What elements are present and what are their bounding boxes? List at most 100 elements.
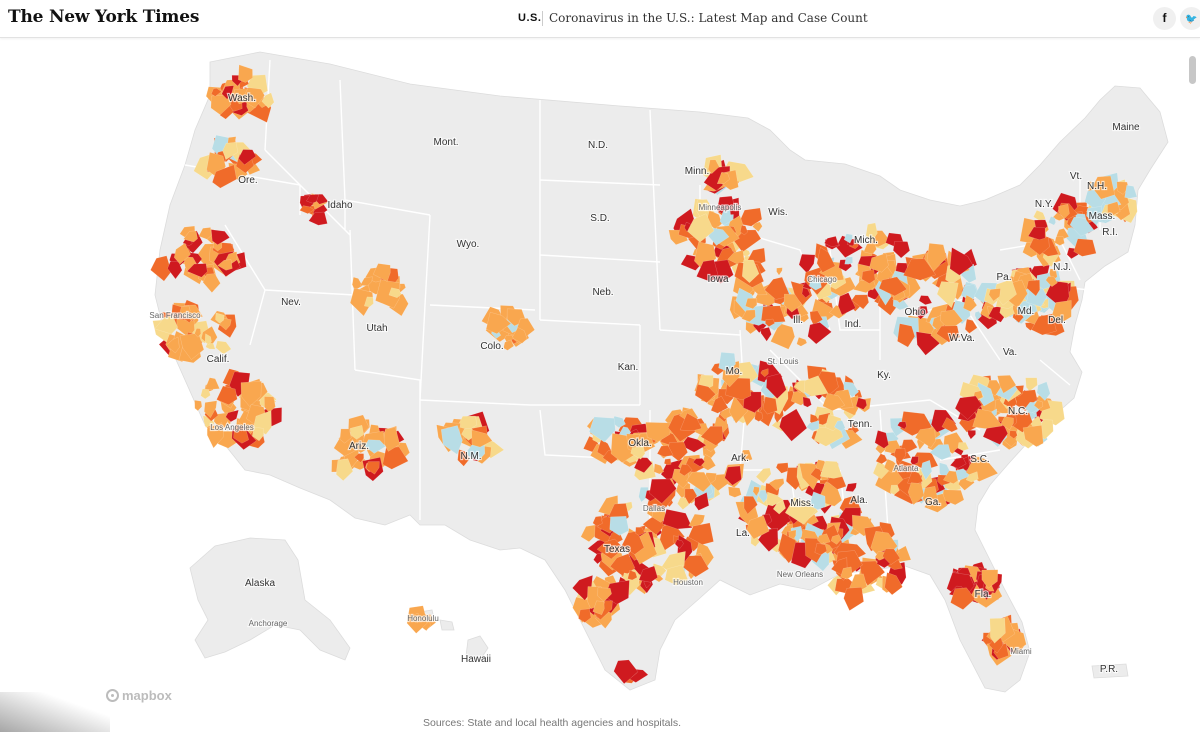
county-patch[interactable] bbox=[238, 64, 253, 83]
county-patch[interactable] bbox=[1124, 184, 1138, 199]
county-patch[interactable] bbox=[807, 322, 832, 345]
county-patch[interactable] bbox=[694, 384, 716, 404]
county-patch[interactable] bbox=[754, 410, 764, 422]
county-patch[interactable] bbox=[929, 444, 952, 461]
county-patch[interactable] bbox=[339, 428, 352, 444]
county-patch[interactable] bbox=[746, 515, 770, 540]
county-patch[interactable] bbox=[688, 522, 714, 545]
county-patch[interactable] bbox=[364, 439, 386, 454]
county-patch[interactable] bbox=[1033, 400, 1044, 410]
county-patch[interactable] bbox=[949, 457, 967, 469]
county-patch[interactable] bbox=[949, 247, 974, 276]
county-patch[interactable] bbox=[1073, 238, 1097, 257]
county-patch[interactable] bbox=[167, 261, 183, 280]
county-patch[interactable] bbox=[989, 617, 1006, 644]
county-patch[interactable] bbox=[1022, 424, 1044, 447]
scrollbar-thumb[interactable] bbox=[1189, 56, 1196, 84]
county-patch[interactable] bbox=[150, 255, 172, 282]
county-patch[interactable] bbox=[834, 420, 846, 432]
county-patch[interactable] bbox=[804, 375, 829, 397]
county-patch[interactable] bbox=[824, 236, 839, 248]
county-patch[interactable] bbox=[349, 425, 364, 440]
county-patch[interactable] bbox=[741, 259, 760, 283]
county-patch[interactable] bbox=[222, 141, 239, 160]
county-patch[interactable] bbox=[817, 533, 831, 545]
county-patch[interactable] bbox=[957, 442, 969, 452]
county-patch[interactable] bbox=[967, 430, 976, 440]
county-patch[interactable] bbox=[965, 471, 979, 483]
county-patch[interactable] bbox=[942, 470, 959, 484]
county-patch[interactable] bbox=[656, 445, 674, 457]
county-patch[interactable] bbox=[776, 267, 783, 276]
county-patch[interactable] bbox=[883, 458, 900, 474]
county-patch[interactable] bbox=[383, 427, 401, 452]
county-patch[interactable] bbox=[204, 377, 220, 390]
county-patch[interactable] bbox=[760, 305, 786, 323]
county-patch[interactable] bbox=[1036, 381, 1051, 401]
county-patch[interactable] bbox=[981, 569, 999, 589]
county-patch[interactable] bbox=[738, 207, 763, 227]
county-patch[interactable] bbox=[810, 467, 823, 482]
county-patch[interactable] bbox=[238, 149, 257, 166]
county-patch[interactable] bbox=[819, 460, 843, 479]
county-patch[interactable] bbox=[830, 534, 842, 545]
county-patch[interactable] bbox=[179, 305, 191, 318]
county-patch[interactable] bbox=[206, 422, 225, 449]
county-patch[interactable] bbox=[194, 328, 202, 338]
county-patch[interactable] bbox=[802, 396, 812, 408]
county-patch[interactable] bbox=[962, 294, 978, 312]
county-patch[interactable] bbox=[762, 396, 778, 415]
county-patch[interactable] bbox=[814, 542, 828, 556]
county-patch[interactable] bbox=[308, 211, 328, 226]
county-patch[interactable] bbox=[861, 269, 876, 284]
county-patch[interactable] bbox=[663, 458, 672, 466]
county-patch[interactable] bbox=[613, 659, 639, 685]
county-patch[interactable] bbox=[865, 222, 878, 243]
county-patch[interactable] bbox=[365, 461, 380, 475]
county-patch[interactable] bbox=[922, 485, 939, 509]
us-covid-map[interactable]: Wash. Ore. Calif. Nev. Idaho Mont. Wyo. Utah Ari… bbox=[0, 38, 1200, 718]
county-patch[interactable] bbox=[1086, 206, 1102, 226]
county-patch[interactable] bbox=[375, 279, 400, 309]
county-patch[interactable] bbox=[822, 393, 846, 412]
county-patch[interactable] bbox=[926, 243, 947, 272]
county-patch[interactable] bbox=[740, 449, 753, 463]
county-patch[interactable] bbox=[950, 587, 976, 610]
county-patch[interactable] bbox=[801, 287, 811, 298]
county-patch[interactable] bbox=[471, 429, 493, 448]
county-patch[interactable] bbox=[1050, 300, 1072, 323]
county-patch[interactable] bbox=[649, 478, 677, 504]
county-patch[interactable] bbox=[1091, 175, 1116, 200]
county-patch[interactable] bbox=[1048, 216, 1056, 226]
county-patch[interactable] bbox=[920, 460, 933, 481]
county-patch[interactable] bbox=[684, 488, 698, 505]
county-patch[interactable] bbox=[770, 323, 796, 350]
county-patch[interactable] bbox=[774, 409, 784, 424]
county-patch[interactable] bbox=[638, 486, 649, 503]
county-patch[interactable] bbox=[840, 566, 853, 580]
county-patch[interactable] bbox=[216, 385, 238, 406]
county-patch[interactable] bbox=[752, 221, 763, 232]
county-patch[interactable] bbox=[703, 165, 731, 192]
county-patch[interactable] bbox=[760, 368, 769, 378]
county-patch[interactable] bbox=[816, 246, 836, 273]
county-patch[interactable] bbox=[766, 491, 784, 507]
county-patch[interactable] bbox=[1058, 203, 1070, 219]
county-patch[interactable] bbox=[687, 213, 715, 243]
county-patch[interactable] bbox=[974, 310, 982, 321]
county-patch[interactable] bbox=[679, 463, 693, 477]
county-patch[interactable] bbox=[972, 408, 1003, 429]
county-patch[interactable] bbox=[845, 482, 857, 492]
twitter-share-button[interactable]: 🐦 bbox=[1180, 7, 1200, 30]
county-patch[interactable] bbox=[907, 482, 925, 506]
county-patch[interactable] bbox=[719, 209, 732, 226]
county-patch[interactable] bbox=[988, 637, 1004, 654]
county-patch[interactable] bbox=[739, 225, 748, 236]
county-patch[interactable] bbox=[464, 443, 486, 461]
county-patch[interactable] bbox=[1026, 279, 1041, 297]
county-patch[interactable] bbox=[686, 471, 712, 493]
county-patch[interactable] bbox=[764, 276, 791, 300]
county-patch[interactable] bbox=[211, 88, 222, 97]
county-patch[interactable] bbox=[252, 426, 265, 442]
county-patch[interactable] bbox=[692, 458, 705, 467]
